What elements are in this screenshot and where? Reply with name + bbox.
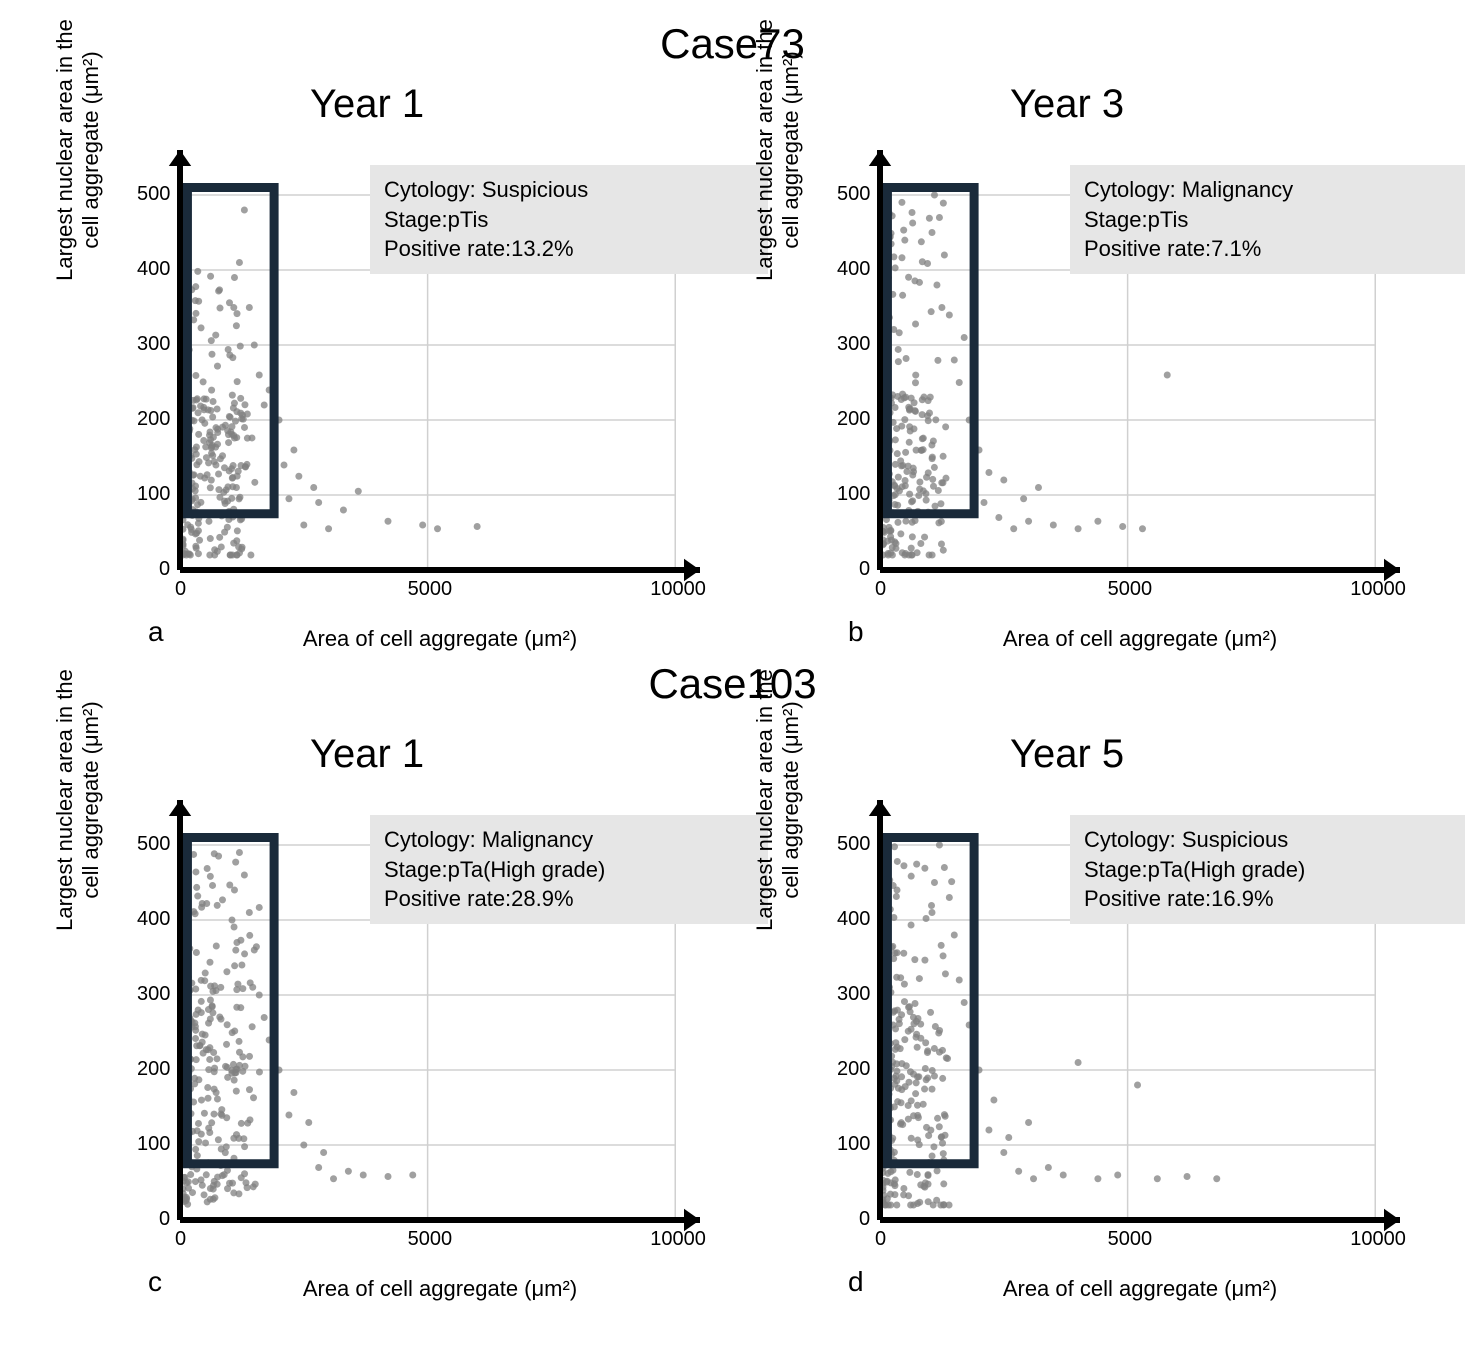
panel-b: Year 3Largest nuclear area in thecell ag… (740, 70, 1430, 660)
info-box: Cytology: SuspiciousStage:pTisPositive r… (370, 165, 768, 274)
highlight-box (887, 838, 974, 1164)
y-tick-label: 100 (837, 483, 870, 506)
x-tick-label: 0 (175, 578, 186, 601)
y-tick-label: 500 (137, 183, 170, 206)
y-tick-label: 200 (137, 1058, 170, 1081)
y-axis-label: Largest nuclear area in thecell aggregat… (52, 590, 104, 1010)
info-line: Cytology: Suspicious (384, 175, 754, 205)
info-line: Positive rate:28.9% (384, 884, 754, 914)
panel-letter: a (148, 616, 164, 648)
x-tick-label: 10000 (1350, 1228, 1406, 1251)
y-tick-label: 300 (837, 333, 870, 356)
y-tick-label: 200 (837, 1058, 870, 1081)
y-tick-label: 500 (837, 183, 870, 206)
x-tick-label: 5000 (1108, 578, 1153, 601)
x-axis-label: Area of cell aggregate (μm²) (1003, 1276, 1277, 1302)
x-axis-label: Area of cell aggregate (μm²) (303, 626, 577, 652)
y-tick-label: 500 (837, 833, 870, 856)
y-tick-label: 400 (137, 908, 170, 931)
info-line: Stage:pTis (384, 205, 754, 235)
panel-d: Year 5Largest nuclear area in thecell ag… (740, 720, 1430, 1310)
y-tick-label: 400 (837, 258, 870, 281)
x-tick-label: 0 (875, 578, 886, 601)
y-tick-label: 0 (859, 558, 870, 581)
y-tick-label: 200 (137, 408, 170, 431)
x-tick-label: 0 (175, 1228, 186, 1251)
info-line: Stage:pTa(High grade) (1084, 855, 1454, 885)
y-tick-label: 400 (837, 908, 870, 931)
panel-title: Year 1 (310, 82, 424, 127)
panel-title: Year 1 (310, 732, 424, 777)
y-tick-label: 0 (159, 1208, 170, 1231)
y-tick-label: 0 (859, 1208, 870, 1231)
x-tick-label: 5000 (1108, 1228, 1153, 1251)
x-axis-label: Area of cell aggregate (μm²) (1003, 626, 1277, 652)
info-box: Cytology: SuspiciousStage:pTa(High grade… (1070, 815, 1465, 924)
y-tick-label: 100 (837, 1133, 870, 1156)
figure-root: Case73Case103Year 1Largest nuclear area … (20, 20, 1445, 1349)
y-tick-label: 400 (137, 258, 170, 281)
y-tick-label: 300 (137, 983, 170, 1006)
x-tick-label: 10000 (1350, 578, 1406, 601)
panel-title: Year 5 (1010, 732, 1124, 777)
panel-title: Year 3 (1010, 82, 1124, 127)
info-line: Positive rate:7.1% (1084, 234, 1454, 264)
panel-letter: b (848, 616, 864, 648)
info-line: Positive rate:16.9% (1084, 884, 1454, 914)
y-tick-label: 0 (159, 558, 170, 581)
panel-letter: d (848, 1266, 864, 1298)
y-tick-label: 100 (137, 483, 170, 506)
info-line: Stage:pTa(High grade) (384, 855, 754, 885)
panel-a: Year 1Largest nuclear area in thecell ag… (40, 70, 730, 660)
y-tick-label: 300 (137, 333, 170, 356)
x-axis-label: Area of cell aggregate (μm²) (303, 1276, 577, 1302)
y-axis-label: Largest nuclear area in thecell aggregat… (752, 0, 804, 360)
panel-c: Year 1Largest nuclear area in thecell ag… (40, 720, 730, 1310)
y-tick-label: 200 (837, 408, 870, 431)
info-box: Cytology: MalignancyStage:pTa(High grade… (370, 815, 768, 924)
y-tick-label: 500 (137, 833, 170, 856)
x-tick-label: 10000 (650, 578, 706, 601)
info-line: Stage:pTis (1084, 205, 1454, 235)
info-line: Cytology: Suspicious (1084, 825, 1454, 855)
info-line: Cytology: Malignancy (384, 825, 754, 855)
y-tick-label: 300 (837, 983, 870, 1006)
y-axis-label: Largest nuclear area in thecell aggregat… (52, 0, 104, 360)
x-tick-label: 5000 (408, 1228, 453, 1251)
y-tick-label: 100 (137, 1133, 170, 1156)
x-tick-label: 0 (875, 1228, 886, 1251)
y-axis-label: Largest nuclear area in thecell aggregat… (752, 590, 804, 1010)
info-line: Positive rate:13.2% (384, 234, 754, 264)
info-box: Cytology: MalignancyStage:pTisPositive r… (1070, 165, 1465, 274)
info-line: Cytology: Malignancy (1084, 175, 1454, 205)
x-tick-label: 10000 (650, 1228, 706, 1251)
x-tick-label: 5000 (408, 578, 453, 601)
panel-letter: c (148, 1266, 162, 1298)
